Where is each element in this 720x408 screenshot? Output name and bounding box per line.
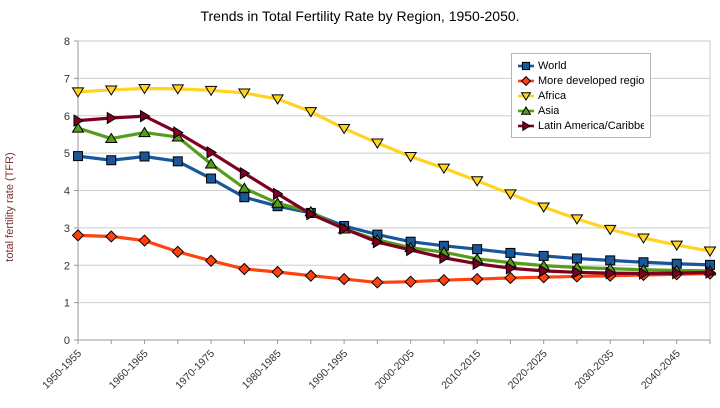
legend: World More developed regions Africa Asia… [511,53,651,138]
legend-label-world: World [538,59,567,72]
svg-text:2040-2045: 2040-2045 [639,348,683,392]
svg-text:0: 0 [64,335,70,347]
africa-series-marker-icon [518,91,534,101]
legend-label-more-developed: More developed regions [538,74,644,87]
series-latin-america-caribbean [73,109,716,280]
x-tick-labels: 1950-1955 1960-1965 1970-1975 1980-1985 1990… [40,348,683,392]
svg-text:7: 7 [64,73,70,85]
asia-series-marker-icon [518,105,534,115]
svg-text:2000-2005: 2000-2005 [373,348,417,392]
more-developed-series-marker-icon [518,75,534,86]
legend-label-latin-america: Latin America/Caribbean [538,119,644,132]
legend-item-world: World [518,58,644,73]
legend-item-more-developed-regions: More developed regions [518,73,644,88]
svg-text:4: 4 [64,186,70,198]
y-tick-labels: 0 1 2 3 4 5 6 7 8 [64,36,70,347]
series-world [73,151,715,270]
svg-text:2020-2025: 2020-2025 [506,348,550,392]
svg-text:2030-2035: 2030-2035 [572,348,616,392]
svg-text:1970-1975: 1970-1975 [173,348,217,392]
svg-text:8: 8 [64,36,70,48]
legend-label-africa: Africa [538,89,567,102]
y-axis-title: total fertility rate (TFR) [4,152,16,262]
legend-label-asia: Asia [538,104,560,117]
world-series-marker-icon [518,61,534,70]
svg-text:1980-1985: 1980-1985 [240,348,284,392]
legend-item-latin-america: Latin America/Caribbean [518,118,644,133]
svg-text:1990-1995: 1990-1995 [306,348,350,392]
legend-item-asia: Asia [518,103,644,118]
series-asia [71,122,717,276]
svg-text:1950-1955: 1950-1955 [40,348,84,392]
chart-title: Trends in Total Fertility Rate by Region… [200,8,520,24]
svg-text:2010-2015: 2010-2015 [439,348,483,392]
svg-text:6: 6 [64,111,70,123]
series-africa [71,83,717,258]
latin-america-series-marker-icon [518,120,534,131]
svg-text:1: 1 [64,298,70,310]
legend-item-africa: Africa [518,88,644,103]
svg-text:5: 5 [64,148,70,160]
svg-text:2: 2 [64,260,70,272]
svg-text:1960-1965: 1960-1965 [107,348,151,392]
svg-text:3: 3 [64,223,70,235]
